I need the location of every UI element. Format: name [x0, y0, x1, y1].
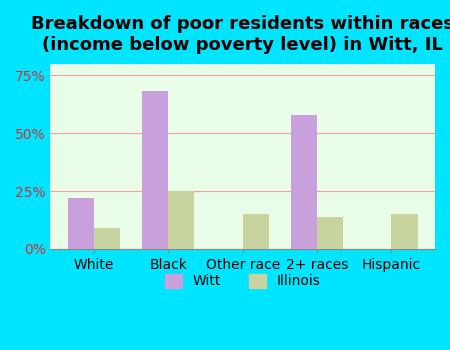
Legend: Witt, Illinois: Witt, Illinois	[159, 268, 326, 294]
Bar	[392, 214, 418, 249]
Bar	[168, 191, 194, 249]
Bar	[142, 91, 168, 249]
Bar	[291, 115, 317, 249]
Bar	[243, 214, 269, 249]
Title: Breakdown of poor residents within races
(income below poverty level) in Witt, I: Breakdown of poor residents within races…	[31, 15, 450, 54]
Bar	[68, 198, 94, 249]
Bar	[317, 217, 343, 249]
Bar	[94, 228, 120, 249]
